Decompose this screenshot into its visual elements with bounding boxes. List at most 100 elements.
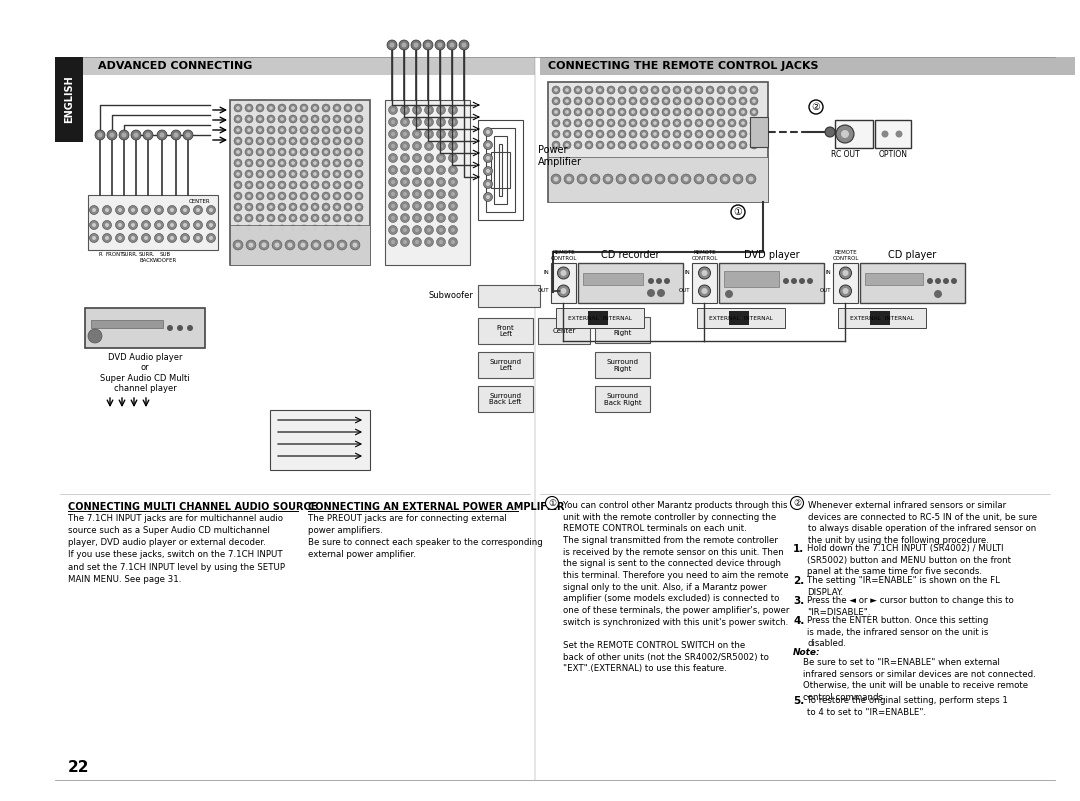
Circle shape — [401, 214, 409, 223]
Circle shape — [154, 220, 163, 230]
Circle shape — [577, 132, 580, 136]
Circle shape — [118, 208, 122, 212]
Circle shape — [324, 128, 328, 132]
Bar — [384, 100, 470, 265]
Circle shape — [234, 192, 242, 200]
Circle shape — [269, 139, 273, 143]
Circle shape — [245, 192, 253, 200]
Circle shape — [403, 168, 407, 172]
Text: 2.: 2. — [793, 576, 805, 586]
Circle shape — [357, 151, 361, 154]
Circle shape — [609, 111, 612, 114]
Circle shape — [389, 130, 397, 139]
Circle shape — [588, 121, 591, 125]
Circle shape — [451, 168, 455, 172]
Circle shape — [710, 176, 715, 182]
Circle shape — [596, 141, 604, 149]
Circle shape — [436, 130, 446, 139]
Bar — [230, 225, 370, 265]
Circle shape — [298, 240, 308, 250]
Circle shape — [278, 137, 286, 145]
Circle shape — [180, 234, 189, 243]
Circle shape — [355, 225, 363, 233]
Circle shape — [399, 40, 409, 50]
Circle shape — [256, 225, 264, 233]
Circle shape — [335, 107, 339, 110]
Circle shape — [662, 108, 670, 116]
Circle shape — [391, 180, 395, 184]
Circle shape — [585, 97, 593, 105]
Circle shape — [390, 42, 394, 47]
Circle shape — [696, 141, 703, 149]
Circle shape — [322, 159, 330, 167]
Circle shape — [684, 119, 692, 127]
Circle shape — [256, 148, 264, 156]
Circle shape — [664, 278, 670, 284]
Circle shape — [324, 183, 328, 187]
Circle shape — [324, 205, 328, 209]
Bar — [230, 100, 370, 265]
Circle shape — [245, 225, 253, 233]
Circle shape — [292, 107, 295, 110]
Bar — [838, 308, 926, 328]
Circle shape — [607, 119, 615, 127]
Circle shape — [247, 151, 251, 154]
Circle shape — [258, 205, 261, 209]
Circle shape — [278, 203, 286, 211]
Circle shape — [333, 214, 341, 222]
Circle shape — [675, 121, 679, 125]
Circle shape — [347, 216, 350, 219]
Bar — [91, 320, 163, 328]
Circle shape — [313, 107, 316, 110]
Circle shape — [436, 154, 446, 163]
Circle shape — [335, 128, 339, 132]
Circle shape — [352, 243, 357, 248]
Circle shape — [438, 240, 443, 244]
Bar — [491, 152, 510, 188]
Circle shape — [269, 205, 273, 209]
Circle shape — [289, 181, 297, 189]
Circle shape — [247, 139, 251, 143]
Circle shape — [484, 179, 492, 188]
Text: 1.: 1. — [793, 544, 805, 554]
Circle shape — [105, 236, 109, 240]
Circle shape — [438, 168, 443, 172]
Circle shape — [311, 214, 319, 222]
Circle shape — [609, 143, 612, 147]
Circle shape — [631, 132, 635, 136]
Circle shape — [345, 137, 352, 145]
Circle shape — [698, 88, 701, 92]
Circle shape — [131, 223, 135, 227]
Circle shape — [545, 497, 558, 509]
Circle shape — [256, 214, 264, 222]
Circle shape — [195, 223, 200, 227]
Bar — [595, 386, 650, 412]
Circle shape — [448, 154, 458, 163]
Circle shape — [750, 108, 758, 116]
Circle shape — [234, 137, 242, 145]
Circle shape — [728, 108, 735, 116]
Bar — [750, 117, 768, 147]
Circle shape — [187, 325, 193, 331]
Text: ENGLISH: ENGLISH — [64, 75, 75, 123]
Circle shape — [607, 141, 615, 149]
Circle shape — [675, 132, 679, 136]
Circle shape — [247, 128, 251, 132]
Circle shape — [438, 216, 443, 220]
Circle shape — [607, 108, 615, 116]
Circle shape — [289, 137, 297, 145]
Circle shape — [565, 121, 569, 125]
Circle shape — [177, 325, 183, 331]
Circle shape — [719, 88, 723, 92]
Circle shape — [186, 132, 190, 138]
Circle shape — [719, 132, 723, 136]
Circle shape — [436, 202, 446, 211]
Circle shape — [438, 204, 443, 208]
Circle shape — [686, 143, 690, 147]
Bar — [478, 285, 540, 307]
Circle shape — [415, 156, 419, 160]
Circle shape — [642, 174, 652, 184]
Circle shape — [618, 86, 626, 94]
Circle shape — [415, 120, 419, 124]
Circle shape — [741, 132, 745, 136]
